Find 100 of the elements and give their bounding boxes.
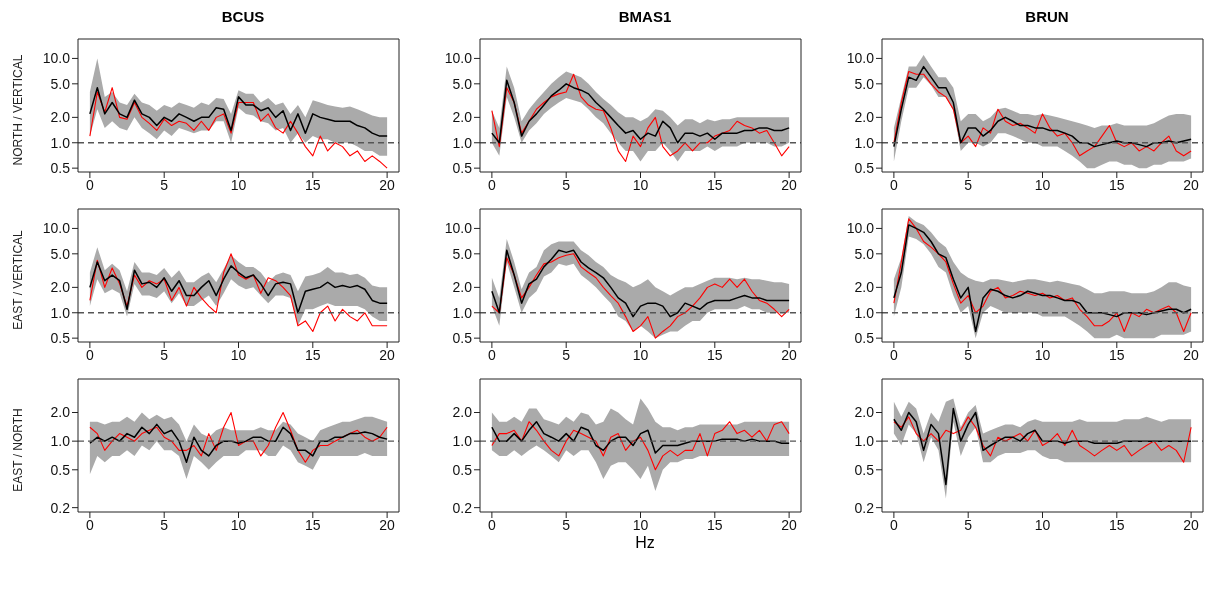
- x-tick-label: 20: [379, 346, 396, 363]
- y-tick-label: 2.0: [854, 404, 875, 421]
- y-tick-label: 1.0: [854, 433, 875, 450]
- y-tick-label: 0.5: [50, 330, 71, 347]
- y-tick-label: 2.0: [452, 404, 473, 421]
- y-tick-label: 0.5: [50, 461, 71, 478]
- x-tick-label: 20: [781, 176, 798, 193]
- x-tick-label: 0: [889, 346, 898, 363]
- x-axis-title: Hz: [634, 534, 656, 552]
- y-tick-label: 1.0: [452, 134, 473, 151]
- line-series: [89, 261, 388, 314]
- x-tick-label: 0: [85, 176, 94, 193]
- x-tick-label: 15: [1109, 516, 1125, 533]
- x-tick-label: 20: [379, 516, 396, 533]
- y-tick-label: 10.0: [444, 220, 473, 237]
- y-tick-label: 10.0: [846, 50, 875, 67]
- line-series: [89, 86, 388, 137]
- line-series: [89, 423, 388, 463]
- line-series: [491, 420, 790, 454]
- y-tick-label: 5.0: [854, 75, 875, 92]
- x-tick-label: 5: [964, 176, 973, 193]
- x-tick-label: 0: [889, 516, 898, 533]
- y-axis-title: NORTH / VERTICAL: [11, 54, 25, 166]
- x-tick-label: 15: [305, 176, 321, 193]
- x-tick-label: 0: [85, 346, 94, 363]
- y-tick-label: 0.2: [452, 499, 473, 516]
- y-tick-label: 10.0: [42, 220, 71, 237]
- x-tick-label: 10: [1034, 346, 1051, 363]
- line-series: [89, 411, 388, 463]
- line-series: [893, 407, 1192, 486]
- x-tick-label: 10: [1034, 516, 1051, 533]
- x-tick-label: 20: [781, 516, 798, 533]
- x-tick-label: 15: [1109, 346, 1125, 363]
- x-tick-label: 15: [305, 516, 321, 533]
- x-tick-label: 15: [707, 346, 723, 363]
- line-series: [893, 65, 1192, 148]
- y-tick-label: 1.0: [854, 304, 875, 321]
- y-tick-label: 0.5: [854, 461, 875, 478]
- line-series: [491, 421, 790, 471]
- x-tick-label: 5: [964, 346, 973, 363]
- line-series: [89, 87, 388, 169]
- y-tick-label: 2.0: [50, 404, 71, 421]
- y-tick-label: 1.0: [452, 304, 473, 321]
- y-tick-label: 5.0: [50, 245, 71, 262]
- x-tick-label: 0: [487, 346, 496, 363]
- y-tick-label: 0.2: [50, 499, 71, 516]
- y-tick-label: 10.0: [444, 50, 473, 67]
- x-tick-label: 0: [487, 516, 496, 533]
- y-tick-label: 10.0: [846, 220, 875, 237]
- x-tick-label: 20: [781, 346, 798, 363]
- x-tick-label: 5: [160, 346, 169, 363]
- line-series: [893, 416, 1192, 463]
- y-tick-label: 0.2: [854, 499, 875, 516]
- y-tick-label: 0.5: [854, 330, 875, 347]
- x-tick-label: 20: [379, 176, 396, 193]
- x-tick-label: 15: [707, 516, 723, 533]
- y-tick-label: 0.5: [452, 461, 473, 478]
- x-tick-label: 5: [562, 516, 571, 533]
- x-tick-label: 5: [160, 176, 169, 193]
- line-series: [491, 249, 790, 318]
- x-tick-label: 10: [230, 516, 247, 533]
- y-tick-label: 1.0: [50, 304, 71, 321]
- line-series: [893, 70, 1192, 157]
- x-tick-label: 15: [1109, 176, 1125, 193]
- y-tick-label: 2.0: [452, 109, 473, 126]
- chart-title: BMAS1: [617, 8, 673, 27]
- x-tick-label: 10: [632, 516, 649, 533]
- x-tick-label: 5: [562, 346, 571, 363]
- y-tick-label: 10.0: [42, 50, 71, 67]
- x-tick-label: 20: [1183, 516, 1200, 533]
- y-tick-label: 5.0: [50, 75, 71, 92]
- y-tick-label: 0.5: [452, 160, 473, 177]
- y-tick-label: 2.0: [50, 279, 71, 296]
- x-tick-label: 5: [160, 516, 169, 533]
- x-tick-label: 10: [230, 346, 247, 363]
- line-series: [89, 253, 388, 333]
- x-tick-label: 15: [707, 176, 723, 193]
- y-tick-label: 1.0: [452, 433, 473, 450]
- x-tick-label: 20: [1183, 176, 1200, 193]
- y-axis-title: EAST / VERTICAL: [11, 230, 25, 330]
- y-tick-label: 5.0: [452, 75, 473, 92]
- x-tick-label: 15: [305, 346, 321, 363]
- x-tick-label: 10: [230, 176, 247, 193]
- y-tick-label: 5.0: [854, 245, 875, 262]
- y-axis-title: EAST / NORTH: [11, 408, 25, 492]
- y-tick-label: 0.5: [50, 160, 71, 177]
- x-tick-label: 20: [1183, 346, 1200, 363]
- x-tick-label: 5: [562, 176, 571, 193]
- x-tick-label: 10: [632, 346, 649, 363]
- y-tick-label: 1.0: [854, 134, 875, 151]
- y-tick-label: 0.5: [452, 330, 473, 347]
- y-tick-label: 0.5: [854, 160, 875, 177]
- x-tick-label: 10: [1034, 176, 1051, 193]
- chart-title: BCUS: [220, 8, 266, 27]
- y-tick-label: 1.0: [50, 433, 71, 450]
- line-series: [491, 79, 790, 144]
- y-tick-label: 1.0: [50, 134, 71, 151]
- x-tick-label: 0: [889, 176, 898, 193]
- y-tick-label: 2.0: [854, 279, 875, 296]
- y-tick-label: 2.0: [50, 109, 71, 126]
